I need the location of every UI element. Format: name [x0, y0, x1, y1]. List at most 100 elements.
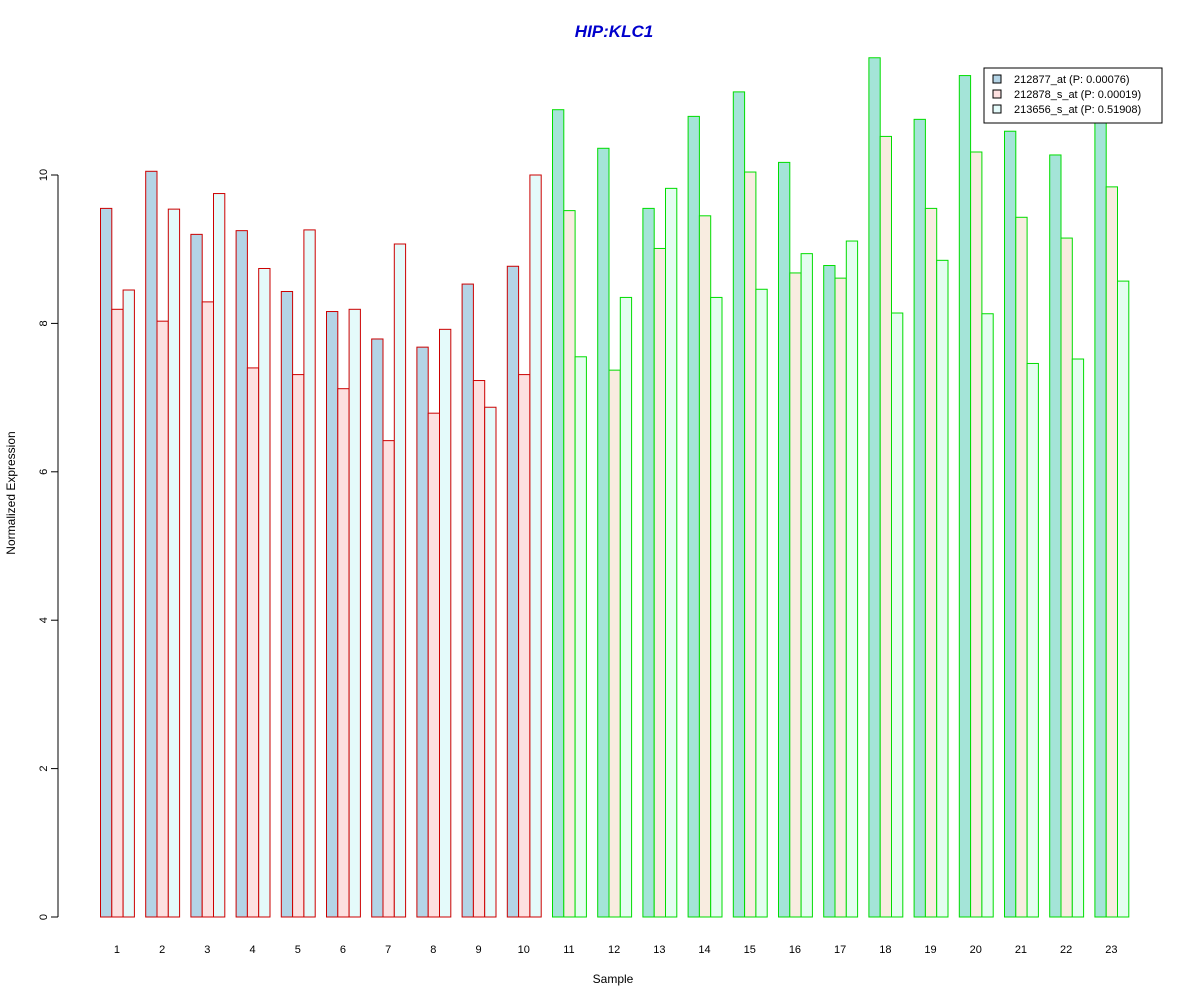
- x-tick-label: 21: [1015, 944, 1027, 956]
- legend-swatch: [992, 104, 1002, 114]
- bar: [156, 320, 169, 918]
- bar: [642, 207, 655, 918]
- x-axis: 1 2 3 4 5 6 7 8 9 10 11 12 13 14 15 16 17 18 19 20 21 22 23: [114, 944, 1118, 956]
- bars: [100, 57, 1130, 918]
- bar: [246, 367, 260, 918]
- legend: 212877_at (P: 0.00076) 212878_s_at (P: 0.…: [983, 67, 1163, 124]
- x-tick-label: 14: [698, 944, 710, 956]
- bar: [1060, 237, 1073, 918]
- bar: [1004, 130, 1017, 918]
- bar: [484, 406, 497, 918]
- bar: [687, 115, 700, 918]
- x-tick-label: 12: [608, 944, 620, 956]
- bar: [958, 75, 972, 918]
- bar: [439, 328, 452, 918]
- bar: [326, 311, 339, 918]
- x-tick-label: 4: [249, 944, 255, 956]
- legend-swatch: [992, 89, 1002, 99]
- bar: [1094, 115, 1107, 918]
- bar: [145, 170, 158, 918]
- bar: [337, 388, 350, 918]
- bar: [371, 338, 384, 918]
- bar: [574, 356, 587, 918]
- x-tick-label: 23: [1105, 944, 1117, 956]
- x-tick-label: 22: [1060, 944, 1072, 956]
- x-tick-label: 15: [744, 944, 756, 956]
- bar: [800, 253, 813, 918]
- x-tick-label: 3: [204, 944, 210, 956]
- bar: [868, 57, 881, 918]
- x-tick-label: 17: [834, 944, 846, 956]
- bar: [100, 207, 113, 918]
- bar: [936, 259, 949, 918]
- x-tick-label: 8: [430, 944, 436, 956]
- bar: [845, 240, 859, 918]
- bar: [1049, 154, 1062, 918]
- x-tick-label: 5: [295, 944, 301, 956]
- x-tick-label: 13: [653, 944, 665, 956]
- y-tick-label: 8: [38, 320, 50, 326]
- bar: [834, 277, 847, 918]
- y-axis: 0 2 4 6 8 10: [38, 169, 59, 920]
- bar: [970, 151, 983, 918]
- bar: [789, 272, 802, 918]
- bar: [698, 215, 712, 918]
- y-tick-label: 4: [38, 617, 50, 623]
- x-tick-label: 11: [563, 944, 574, 956]
- bar: [167, 208, 181, 918]
- bar: [891, 312, 904, 918]
- bar: [1026, 362, 1039, 918]
- y-tick-label: 0: [38, 914, 50, 920]
- bar: [213, 193, 226, 918]
- x-tick-label: 20: [970, 944, 982, 956]
- bar: [755, 288, 768, 918]
- bar: [280, 290, 294, 918]
- bar: [111, 308, 124, 918]
- bar: [235, 230, 248, 918]
- x-tick-label: 9: [475, 944, 481, 956]
- y-axis-label: Normalized Expression: [4, 431, 18, 554]
- bar: [292, 374, 305, 918]
- bar: [653, 247, 667, 918]
- bar: [427, 412, 441, 918]
- bar: [619, 296, 633, 918]
- legend-swatch: [992, 74, 1002, 84]
- bar: [258, 267, 271, 918]
- legend-box: [983, 67, 1163, 124]
- bar: [913, 118, 926, 918]
- bar: [201, 301, 214, 918]
- bar: [778, 161, 791, 918]
- bar: [665, 187, 678, 918]
- bar: [924, 207, 938, 918]
- x-tick-label: 6: [340, 944, 346, 956]
- x-axis-label: Sample: [593, 972, 634, 986]
- bar: [597, 147, 610, 918]
- bar: [506, 265, 520, 918]
- bar: [710, 296, 723, 918]
- bar: [393, 243, 407, 918]
- bar: [303, 229, 316, 918]
- bar: [879, 135, 893, 918]
- chart-title: HIP:KLC1: [575, 22, 653, 41]
- bar: [732, 91, 746, 918]
- x-tick-label: 19: [924, 944, 936, 956]
- x-tick-label: 2: [159, 944, 165, 956]
- x-tick-label: 7: [385, 944, 391, 956]
- x-tick-label: 16: [789, 944, 801, 956]
- legend-label: 212878_s_at (P: 0.00019): [1014, 89, 1141, 101]
- bar: [608, 369, 621, 918]
- bar: [552, 109, 565, 918]
- x-tick-label: 10: [518, 944, 530, 956]
- bar: [823, 265, 836, 918]
- bar: [1105, 186, 1118, 918]
- bar: [190, 233, 203, 918]
- bar: [529, 174, 542, 918]
- bar: [981, 313, 994, 918]
- x-tick-label: 18: [879, 944, 891, 956]
- bar: [1117, 280, 1130, 918]
- bar: [1015, 216, 1028, 918]
- bar: [1071, 358, 1085, 918]
- bar: [472, 380, 486, 918]
- y-tick-label: 10: [38, 169, 50, 181]
